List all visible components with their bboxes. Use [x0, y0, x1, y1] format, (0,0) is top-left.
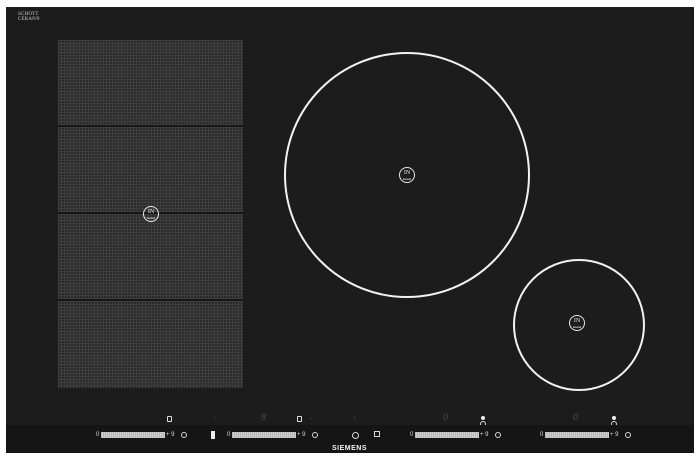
badge-boost-label: boost — [402, 177, 412, 181]
small-zone-indicator — [612, 416, 616, 420]
slider-min-label: 0 — [96, 432, 100, 438]
timer-icon[interactable] — [312, 432, 318, 438]
large-zone-indicator — [481, 416, 485, 420]
siemens-logo: SIEMENS — [331, 445, 367, 452]
large-zone-boost-badge: IN boost — [399, 167, 415, 183]
slider-max-label: + 9 — [166, 432, 175, 438]
left-zone-power-slider[interactable] — [232, 432, 296, 438]
slider-min-label: 0 — [540, 432, 544, 438]
timer-icon[interactable] — [495, 432, 501, 438]
slider-max-label: + 9 — [297, 432, 306, 438]
flex-divider-indicator: ⁝ — [214, 415, 217, 422]
residual-heat-display: 8 — [261, 412, 267, 422]
flex-zone-divider — [58, 125, 243, 127]
slider-min-label: 0 — [410, 432, 414, 438]
small-cooking-zone[interactable] — [513, 259, 645, 391]
zone-indicator-icon — [297, 416, 302, 422]
badge-in-label: IN — [573, 318, 581, 324]
control-bar — [6, 425, 694, 453]
flex-zone-boost-badge: IN boost — [143, 206, 159, 222]
slider-min-label: 0 — [227, 432, 231, 438]
flex-mode-indicator — [211, 431, 215, 439]
residual-heat-display: 0 — [443, 412, 449, 422]
timer-icon[interactable] — [625, 432, 631, 438]
slider-max-label: + 9 — [610, 432, 619, 438]
power-management-icon[interactable] — [374, 431, 380, 437]
badge-boost-label: boost — [572, 325, 582, 329]
schott-ceran-logo: SCHOTT CERAN® — [18, 12, 40, 22]
small-zone-boost-badge: IN boost — [569, 315, 585, 331]
small-zone-power-slider[interactable] — [545, 432, 609, 438]
dim-indicator: ⌐ — [310, 416, 314, 422]
flex-zone-indicator-icon — [167, 416, 172, 422]
residual-heat-display: 0 — [573, 412, 579, 422]
flex-zone-power-slider[interactable] — [101, 432, 165, 438]
slider-max-label: + 9 — [480, 432, 489, 438]
large-cooking-zone[interactable] — [284, 52, 530, 298]
power-icon[interactable] — [352, 432, 359, 439]
large-zone-power-slider[interactable] — [415, 432, 479, 438]
timer-icon[interactable] — [181, 432, 187, 438]
dim-indicator: ı — [354, 416, 356, 422]
badge-in-label: IN — [147, 209, 155, 215]
badge-in-label: IN — [403, 170, 411, 176]
badge-boost-label: boost — [146, 216, 156, 220]
flex-zone-divider — [58, 299, 243, 301]
